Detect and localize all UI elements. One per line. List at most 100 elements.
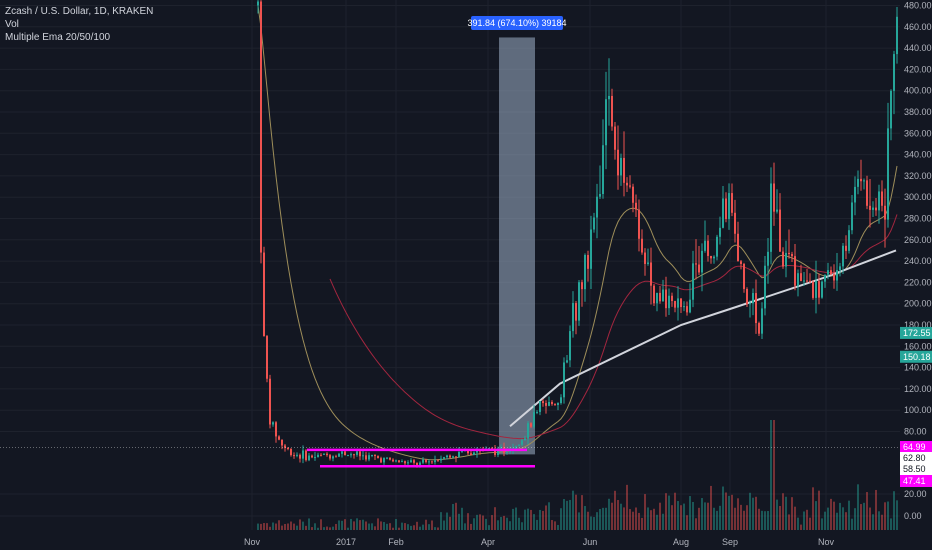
price-axis[interactable]: 480.00 460.00 440.00 420.00 400.00 380.00 360.… — [900, 0, 932, 550]
volume-bar — [689, 496, 691, 530]
candle-body — [320, 454, 322, 456]
candle-body — [662, 289, 664, 302]
volume-bar — [482, 515, 484, 530]
volume-bar — [365, 521, 367, 530]
candle-body — [293, 455, 295, 457]
price-tick-label: 120.00 — [904, 384, 932, 394]
volume-bar — [563, 499, 565, 530]
volume-bar — [893, 491, 895, 530]
candle-body — [389, 457, 391, 460]
candle-body — [290, 448, 292, 456]
candle-body — [380, 458, 382, 463]
volume-bar — [599, 508, 601, 530]
candle-body — [431, 461, 433, 463]
candle-body — [839, 266, 841, 271]
candle-body — [329, 455, 331, 459]
volume-bar — [671, 505, 673, 530]
measure-label: 391.84 (674.10%) 39184 — [467, 18, 566, 28]
candle-body — [440, 458, 442, 461]
candle-body — [476, 450, 478, 453]
time-tick-label: Aug — [673, 537, 689, 547]
candle-body — [410, 460, 412, 463]
candle-body — [626, 182, 628, 186]
volume-bar — [557, 524, 559, 530]
candle-body — [707, 240, 709, 256]
measure-range-box[interactable] — [499, 37, 535, 455]
volume-bar — [443, 520, 445, 530]
candle-body — [395, 460, 397, 462]
volume-bar — [644, 494, 646, 530]
candle-body — [788, 252, 790, 255]
volume-bar — [461, 507, 463, 530]
candle-body — [743, 263, 745, 289]
candle-body — [629, 185, 631, 187]
volume-bar — [536, 519, 538, 530]
volume-bar — [551, 520, 553, 530]
candle-body — [692, 263, 694, 300]
volume-bar — [506, 517, 508, 530]
candle-body — [689, 299, 691, 313]
candle-body — [374, 454, 376, 457]
candle-body — [434, 460, 436, 463]
volume-bar — [866, 492, 868, 530]
candle-body — [893, 54, 895, 91]
candle-body — [467, 450, 469, 454]
volume-bar — [542, 510, 544, 530]
volume-bar — [434, 527, 436, 530]
time-tick-label: Nov — [244, 537, 261, 547]
candle-body — [776, 209, 778, 212]
volume-bar — [266, 523, 268, 530]
volume-bar — [533, 514, 535, 530]
ema20-line — [257, 5, 898, 461]
candle-body — [785, 252, 787, 267]
volume-bar — [275, 523, 277, 530]
volume-bar — [545, 505, 547, 530]
volume-bar — [647, 507, 649, 530]
candle-body — [878, 191, 880, 211]
volume-bar — [764, 511, 766, 530]
candle-body — [413, 460, 415, 463]
time-axis[interactable]: Nov 2017 Feb Apr Jun Aug Sep Nov — [244, 537, 835, 547]
candle-body — [854, 186, 856, 203]
candle-body — [257, 1, 259, 6]
volume-bar — [716, 510, 718, 530]
time-tick-label: Jun — [583, 537, 598, 547]
candle-body — [701, 250, 703, 273]
volume-tick-label: 20.00 — [904, 489, 927, 499]
candle-body — [806, 280, 808, 282]
candle-body — [566, 360, 568, 363]
candle-body — [848, 230, 850, 251]
volume-bar — [665, 493, 667, 530]
price-tick-label: 360.00 — [904, 128, 932, 138]
volume-bar — [407, 524, 409, 530]
volume-bar — [707, 502, 709, 530]
candle-body — [326, 453, 328, 456]
volume-bar — [788, 514, 790, 530]
volume-bars — [257, 420, 898, 530]
candle-body — [323, 453, 325, 455]
candle-body — [332, 456, 334, 459]
volume-bar — [458, 513, 460, 530]
candle-body — [506, 451, 508, 453]
volume-bar — [890, 518, 892, 530]
candle-body — [833, 274, 835, 281]
volume-bar — [845, 512, 847, 530]
candle-body — [671, 295, 673, 302]
candle-body — [869, 205, 871, 210]
candle-body — [518, 444, 520, 446]
measure-tool[interactable]: 391.84 (674.10%) 39184 — [467, 16, 567, 455]
candle-body — [737, 233, 739, 262]
volume-bar — [371, 523, 373, 530]
candle-body — [779, 209, 781, 252]
volume-bar — [293, 523, 295, 530]
volume-bar — [368, 523, 370, 530]
volume-bar — [341, 520, 343, 530]
support-lines[interactable] — [307, 448, 535, 468]
volume-bar — [494, 507, 496, 530]
volume-bar — [713, 507, 715, 530]
volume-bar — [362, 519, 364, 530]
candle-body — [419, 462, 421, 466]
volume-bar — [512, 508, 514, 530]
volume-bar — [353, 521, 355, 530]
